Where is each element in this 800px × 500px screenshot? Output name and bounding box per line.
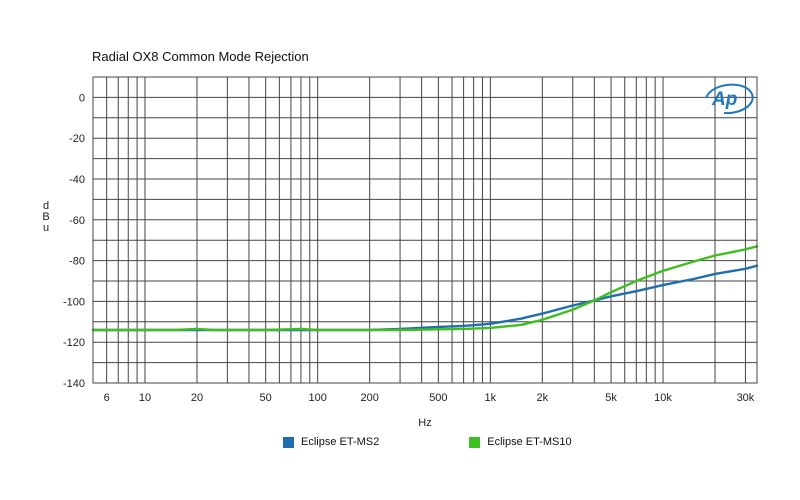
x-tick-label: 10k [654, 392, 672, 404]
y-tick-label: 0 [79, 92, 85, 104]
legend: Eclipse ET-MS2 Eclipse ET-MS10 [283, 436, 572, 448]
legend-label: Eclipse ET-MS10 [487, 436, 572, 448]
y-tick-label: -60 [69, 215, 85, 227]
x-tick-label: 6 [104, 392, 110, 404]
series-line-0 [91, 264, 759, 332]
ap-logo-icon: Ap [705, 83, 754, 115]
x-tick-label: 100 [308, 392, 326, 404]
legend-item-0: Eclipse ET-MS2 [283, 436, 379, 448]
legend-item-1: Eclipse ET-MS10 [469, 436, 572, 448]
x-tick-label: 1k [485, 392, 497, 404]
x-tick-label: 500 [429, 392, 447, 404]
ap-logo-text: Ap [711, 89, 737, 110]
chart-title: Radial OX8 Common Mode Rejection [92, 49, 309, 64]
y-tick-label: -40 [69, 174, 85, 186]
y-tick-label: -140 [63, 378, 85, 390]
legend-swatch [283, 436, 294, 448]
x-tick-label: 200 [360, 392, 378, 404]
grid [92, 76, 757, 384]
y-tick-labels: 0 -20 -40 -60 -80 -100 -120 -140 [63, 92, 85, 390]
legend-swatch [469, 436, 481, 448]
x-tick-label: 2k [537, 392, 549, 404]
x-axis-label: Hz [418, 417, 431, 429]
series-line-1 [91, 245, 759, 332]
plot-frame [92, 76, 758, 384]
ap-logo-swoosh [705, 83, 754, 115]
x-tick-label: 10 [139, 392, 151, 404]
x-tick-label: 50 [260, 392, 272, 404]
x-tick-label: 30k [737, 392, 755, 404]
legend-label: Eclipse ET-MS2 [301, 436, 380, 448]
y-tick-label: -100 [63, 296, 85, 308]
y-tick-label: -120 [63, 337, 85, 349]
x-tick-labels: 6 10 20 50 100 200 500 1k 2k 5k 10k 30k [104, 392, 755, 404]
y-tick-label: -80 [69, 256, 85, 268]
y-tick-label: -20 [69, 133, 85, 145]
x-tick-label: 20 [191, 392, 203, 404]
x-tick-label: 5k [605, 392, 617, 404]
series-layer [91, 245, 759, 332]
